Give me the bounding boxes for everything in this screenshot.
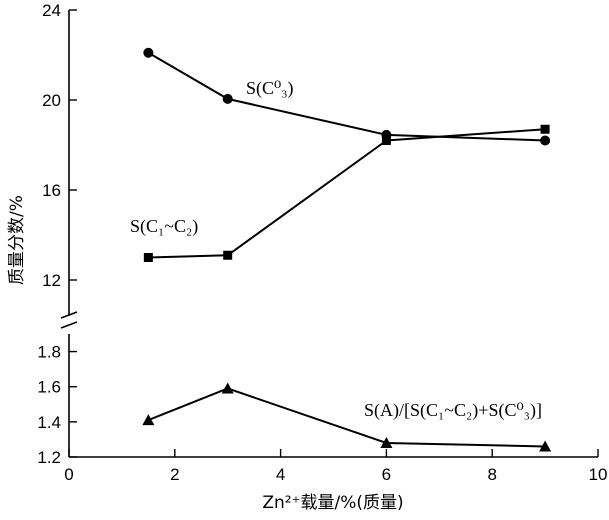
x-tick-label-10: 10 <box>589 465 608 484</box>
series-1-point-4 <box>540 135 551 146</box>
annotation-series-1: S(C⁰₃) <box>246 78 294 99</box>
y-axis-title: 质量分数/% <box>7 195 27 285</box>
plot-lines <box>147 51 546 448</box>
series-3-point-3 <box>380 436 393 448</box>
series-1-point-2 <box>222 93 233 104</box>
series-1-line <box>147 51 546 142</box>
series-2-point-4 <box>540 124 550 134</box>
series-2-line <box>148 128 546 259</box>
y-ticks: 12 16 20 24 1.2 1.4 1.6 1.8 <box>37 1 77 467</box>
series-1-point-1 <box>143 47 154 58</box>
y-tick-label-1.4: 1.4 <box>37 413 61 432</box>
y-tick-label-1.2: 1.2 <box>37 448 61 467</box>
x-axis-title: Zn²⁺载量/%(质量) <box>262 493 403 513</box>
series-3-point-1 <box>142 414 155 426</box>
x-tick-label-8: 8 <box>487 465 496 484</box>
y-tick-label-16: 16 <box>42 181 61 200</box>
y-tick-label-1.8: 1.8 <box>37 343 61 362</box>
axis-break-mark-1 <box>60 311 78 319</box>
annotation-series-2: S(C₁~C₂) <box>130 216 198 237</box>
y-tick-label-1.6: 1.6 <box>37 378 61 397</box>
annotation-series-3: S(A)/[S(C₁~C₂)+S(C⁰₃)] <box>364 400 542 421</box>
x-tick-label-4: 4 <box>276 465 285 484</box>
x-tick-label-6: 6 <box>382 465 391 484</box>
series-3-line <box>147 387 546 448</box>
plot-markers <box>142 47 552 452</box>
x-ticks: 0 2 4 6 8 10 <box>64 449 607 484</box>
axes-frame <box>60 10 598 458</box>
x-tick-label-0: 0 <box>64 465 73 484</box>
series-2-point-3 <box>381 136 391 145</box>
y-tick-label-12: 12 <box>42 271 61 290</box>
series-2-point-2 <box>223 250 233 260</box>
y-tick-label-20: 20 <box>42 91 61 110</box>
y-tick-label-24: 24 <box>42 1 61 20</box>
series-3-point-4 <box>539 440 552 452</box>
series-3-point-2 <box>221 382 234 394</box>
axis-break-mark-2 <box>60 321 78 329</box>
series-2-point-1 <box>143 253 153 262</box>
x-tick-label-2: 2 <box>170 465 179 484</box>
